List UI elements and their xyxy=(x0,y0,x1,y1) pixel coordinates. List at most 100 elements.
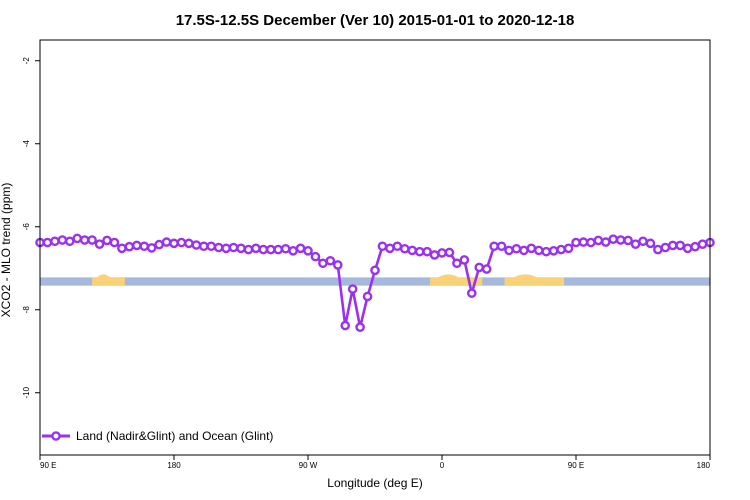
data-point xyxy=(511,243,522,254)
data-point xyxy=(228,242,239,253)
data-point xyxy=(608,234,619,244)
land-band-bump xyxy=(437,274,459,278)
data-point xyxy=(332,260,343,270)
data-point xyxy=(169,238,179,249)
data-point xyxy=(600,237,611,247)
data-point xyxy=(556,244,566,255)
data-point xyxy=(251,243,261,254)
x-axis-label: Longitude (deg E) xyxy=(327,476,422,490)
data-point xyxy=(399,243,410,254)
data-point xyxy=(72,233,83,244)
data-point xyxy=(526,243,537,254)
data-point xyxy=(117,243,127,254)
data-point xyxy=(236,243,246,254)
data-point xyxy=(355,322,365,332)
data-point xyxy=(288,246,298,256)
data-point xyxy=(466,288,477,298)
data-point xyxy=(653,244,663,255)
land-band-segment xyxy=(92,277,125,286)
data-point xyxy=(64,236,75,247)
data-point xyxy=(459,255,470,265)
series-layer xyxy=(35,233,715,332)
data-point xyxy=(295,243,306,254)
data-point xyxy=(623,235,633,246)
data-point xyxy=(414,246,425,257)
data-point xyxy=(667,240,678,251)
data-point xyxy=(79,235,90,245)
data-point xyxy=(593,235,604,246)
legend-entry-label: Land (Nadir&Glint) and Ocean (Glint) xyxy=(76,429,273,443)
data-point xyxy=(429,250,440,260)
data-point xyxy=(504,245,514,256)
data-point xyxy=(370,265,380,276)
x-tick-label: 90 W xyxy=(299,461,318,470)
y-axis-label: XCO2 - MLO trend (ppm) xyxy=(0,183,13,318)
data-point xyxy=(690,241,700,252)
data-point xyxy=(586,237,596,248)
data-point xyxy=(392,241,403,252)
data-point xyxy=(191,240,202,250)
data-point xyxy=(474,262,485,273)
data-point xyxy=(496,241,507,252)
x-tick-label: 0 xyxy=(440,461,445,470)
ocean-band xyxy=(40,277,710,286)
data-point xyxy=(258,244,269,255)
data-point xyxy=(198,241,209,252)
y-tick-label: -8 xyxy=(22,306,31,314)
data-point xyxy=(422,246,432,257)
data-point xyxy=(697,239,708,249)
land-band-bump xyxy=(513,274,538,278)
data-point xyxy=(221,243,231,254)
x-axis: 90 E 180 90 W 0 90 E 180 xyxy=(39,455,711,470)
data-point xyxy=(139,241,150,252)
legend: Land (Nadir&Glint) and Ocean (Glint) xyxy=(42,429,273,443)
data-point xyxy=(675,240,686,251)
data-point xyxy=(682,243,693,254)
data-point xyxy=(563,243,574,254)
y-axis: -2 -4 -6 -8 -10 xyxy=(22,57,40,399)
data-point xyxy=(377,241,388,252)
data-point xyxy=(161,237,172,247)
data-point xyxy=(407,245,418,256)
data-point xyxy=(630,239,641,249)
data-point xyxy=(303,246,313,256)
data-point xyxy=(280,243,291,254)
data-point xyxy=(444,247,455,258)
data-point xyxy=(362,291,373,302)
data-point xyxy=(437,248,447,258)
data-point xyxy=(102,235,112,246)
data-point xyxy=(533,245,544,256)
data-point xyxy=(347,284,358,294)
data-point xyxy=(57,235,68,245)
x-tick-label: 180 xyxy=(697,461,711,470)
data-point xyxy=(519,245,529,256)
data-point xyxy=(154,239,164,250)
data-point xyxy=(541,246,552,257)
data-point xyxy=(273,244,284,255)
data-point xyxy=(265,244,276,255)
data-point xyxy=(42,237,53,248)
data-point xyxy=(481,264,492,274)
y-tick-label: -4 xyxy=(22,140,31,148)
data-point xyxy=(124,241,135,252)
data-point xyxy=(645,238,656,249)
data-point xyxy=(94,239,105,249)
x-tick-label: 90 E xyxy=(40,461,56,470)
data-point xyxy=(638,236,648,247)
data-point xyxy=(578,237,589,247)
data-point xyxy=(452,258,462,269)
data-point xyxy=(184,238,194,249)
data-point xyxy=(325,255,336,266)
data-point xyxy=(176,237,187,248)
data-point xyxy=(385,243,395,254)
data-point xyxy=(571,237,581,248)
data-point xyxy=(615,235,626,245)
land-band-segment xyxy=(504,277,565,286)
plot-frame xyxy=(39,39,711,456)
data-point xyxy=(50,236,60,247)
y-tick-label: -2 xyxy=(22,57,31,65)
land-ocean-band xyxy=(40,274,710,286)
legend-marker-swatch xyxy=(51,431,61,441)
land-band-segment xyxy=(430,277,483,286)
data-point xyxy=(146,243,157,253)
